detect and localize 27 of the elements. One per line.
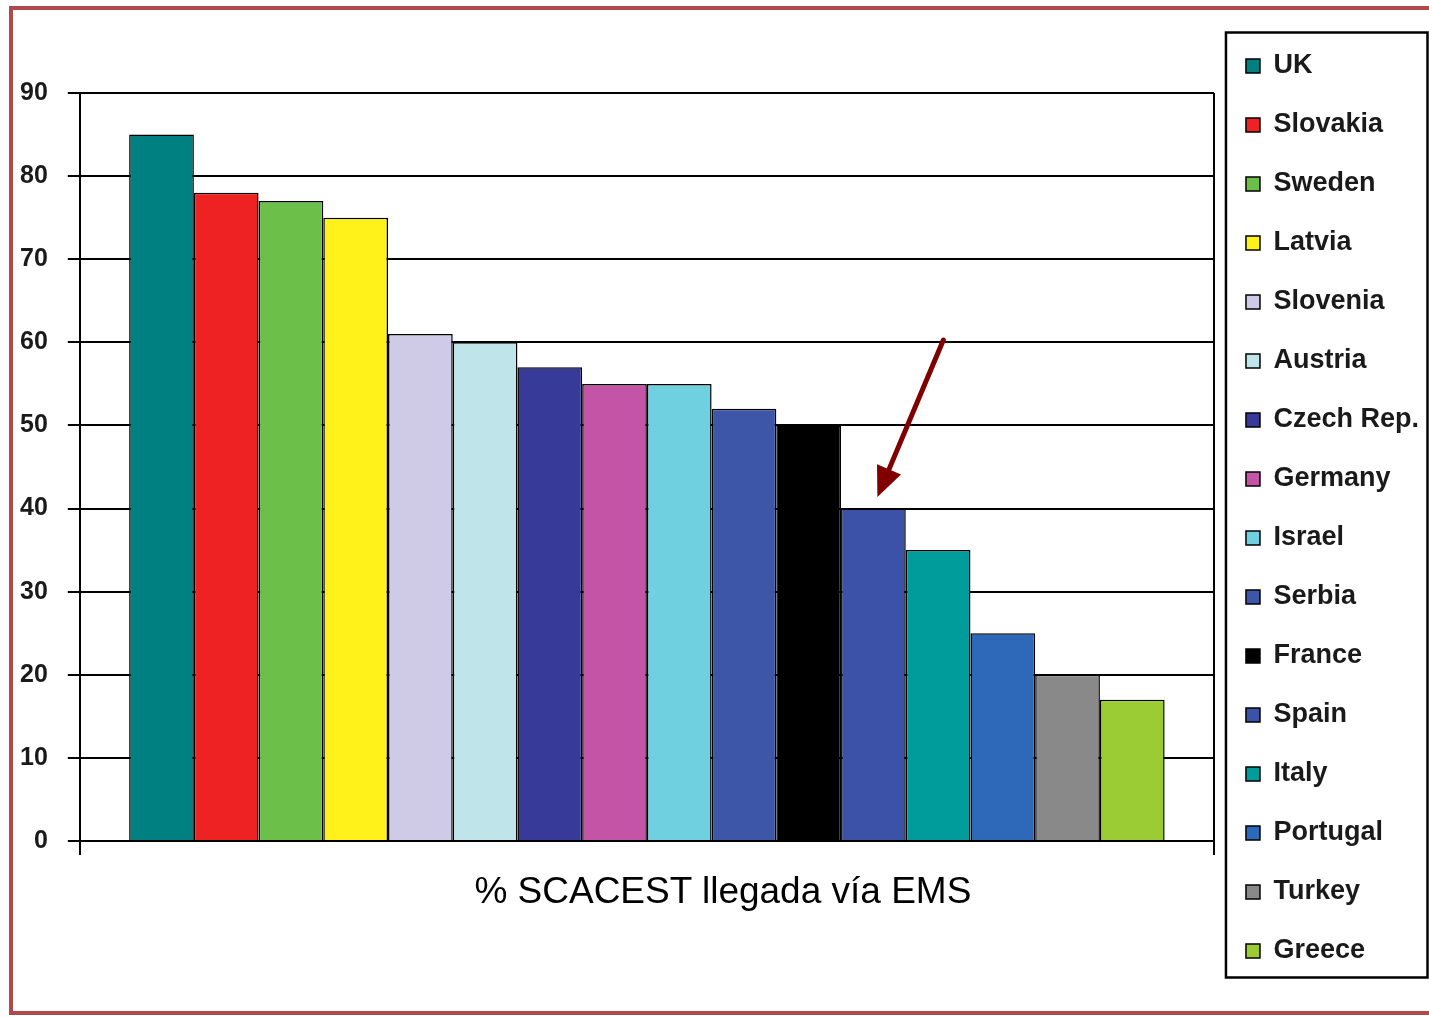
legend-label: Serbia (1273, 580, 1357, 611)
legend-label: Portugal (1273, 816, 1383, 847)
y-tick-label: 0 (33, 824, 48, 853)
legend-label: Slovakia (1273, 108, 1385, 139)
legend-label: Austria (1273, 344, 1368, 375)
legend-label: Latvia (1273, 226, 1353, 257)
legend-label: UK (1273, 49, 1313, 80)
legend-label: Israel (1273, 521, 1345, 552)
y-tick-label: 50 (20, 409, 48, 438)
legend-label: Germany (1273, 462, 1391, 493)
legend-label: Spain (1273, 698, 1347, 729)
legend-label: Turkey (1273, 875, 1361, 906)
legend-label: Sweden (1273, 167, 1376, 198)
y-tick-label: 40 (20, 492, 48, 521)
legend-label: Slovenia (1273, 285, 1386, 316)
y-tick-label: 60 (20, 326, 48, 355)
legend-label: France (1273, 639, 1363, 670)
y-tick-label: 20 (20, 658, 48, 687)
y-tick-label: 90 (20, 76, 48, 105)
legend-label: Czech Rep. (1273, 403, 1420, 434)
x-axis-title: % SCACEST llegada vía EMS (474, 870, 972, 912)
y-tick-label: 80 (20, 160, 48, 188)
y-tick-label: 70 (20, 243, 48, 272)
legend-label: Italy (1273, 757, 1328, 788)
y-tick-label: 30 (20, 575, 48, 604)
legend-label: Greece (1273, 934, 1366, 965)
y-tick-label: 10 (20, 741, 48, 770)
